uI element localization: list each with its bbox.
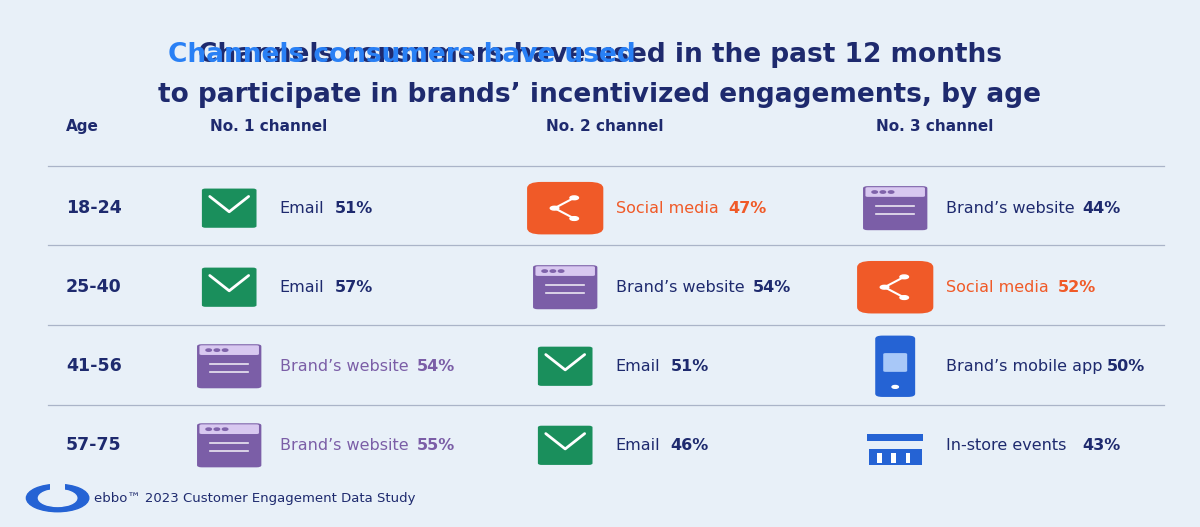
Circle shape	[551, 206, 559, 210]
Text: In-store events: In-store events	[946, 438, 1066, 453]
FancyBboxPatch shape	[199, 424, 259, 434]
FancyBboxPatch shape	[202, 189, 257, 228]
Text: 52%: 52%	[1058, 280, 1096, 295]
Text: Email: Email	[616, 438, 660, 453]
Text: 41-56: 41-56	[66, 357, 121, 375]
Text: Brand’s mobile app: Brand’s mobile app	[946, 359, 1102, 374]
Text: 55%: 55%	[416, 438, 455, 453]
Text: Email: Email	[280, 280, 324, 295]
Text: 50%: 50%	[1106, 359, 1145, 374]
Text: 54%: 54%	[752, 280, 791, 295]
Text: Brand’s website: Brand’s website	[946, 201, 1074, 216]
Text: Age: Age	[66, 119, 98, 134]
FancyBboxPatch shape	[857, 261, 934, 314]
Circle shape	[900, 275, 908, 279]
Text: 46%: 46%	[671, 438, 709, 453]
Text: to participate in brands’ incentivized engagements, by age: to participate in brands’ incentivized e…	[158, 82, 1042, 108]
FancyBboxPatch shape	[892, 453, 896, 463]
Text: 51%: 51%	[335, 201, 373, 216]
Circle shape	[222, 428, 228, 431]
Text: Channels consumers have used in the past 12 months: Channels consumers have used in the past…	[198, 42, 1002, 69]
Circle shape	[888, 191, 894, 193]
Text: Email: Email	[616, 359, 660, 374]
Circle shape	[570, 217, 578, 220]
FancyBboxPatch shape	[865, 187, 925, 197]
Text: 18-24: 18-24	[66, 199, 121, 217]
Circle shape	[872, 191, 877, 193]
FancyBboxPatch shape	[202, 268, 257, 307]
Circle shape	[570, 196, 578, 200]
Text: Brand’s website: Brand’s website	[616, 280, 744, 295]
Text: Channels consumers have used: Channels consumers have used	[168, 42, 635, 69]
Circle shape	[542, 270, 547, 272]
Circle shape	[222, 349, 228, 352]
Text: 25-40: 25-40	[66, 278, 121, 296]
Text: Social media: Social media	[946, 280, 1049, 295]
Circle shape	[892, 385, 899, 388]
FancyBboxPatch shape	[863, 186, 928, 230]
FancyBboxPatch shape	[906, 453, 911, 463]
Text: 57%: 57%	[335, 280, 373, 295]
Circle shape	[214, 349, 220, 352]
FancyBboxPatch shape	[875, 336, 916, 397]
FancyBboxPatch shape	[533, 265, 598, 309]
Text: ebbo™ 2023 Customer Engagement Data Study: ebbo™ 2023 Customer Engagement Data Stud…	[94, 492, 415, 504]
FancyBboxPatch shape	[197, 344, 262, 388]
FancyBboxPatch shape	[877, 453, 882, 463]
Text: No. 1 channel: No. 1 channel	[210, 119, 328, 134]
Text: No. 2 channel: No. 2 channel	[546, 119, 664, 134]
FancyBboxPatch shape	[535, 266, 595, 276]
Text: Brand’s website: Brand’s website	[280, 359, 408, 374]
FancyBboxPatch shape	[527, 182, 604, 235]
FancyBboxPatch shape	[50, 482, 65, 492]
Text: 47%: 47%	[728, 201, 766, 216]
FancyBboxPatch shape	[868, 434, 923, 441]
FancyBboxPatch shape	[538, 426, 593, 465]
FancyBboxPatch shape	[199, 345, 259, 355]
Circle shape	[550, 270, 556, 272]
FancyBboxPatch shape	[883, 353, 907, 372]
Text: 51%: 51%	[671, 359, 709, 374]
Text: 57-75: 57-75	[66, 436, 121, 454]
Text: 54%: 54%	[416, 359, 455, 374]
Circle shape	[26, 484, 89, 512]
FancyBboxPatch shape	[197, 423, 262, 467]
Text: No. 3 channel: No. 3 channel	[876, 119, 994, 134]
Circle shape	[881, 285, 889, 289]
Circle shape	[214, 428, 220, 431]
Text: Social media: Social media	[616, 201, 719, 216]
Circle shape	[900, 296, 908, 299]
FancyBboxPatch shape	[538, 347, 593, 386]
Text: 43%: 43%	[1082, 438, 1121, 453]
Circle shape	[206, 349, 211, 352]
Text: Email: Email	[280, 201, 324, 216]
Text: 44%: 44%	[1082, 201, 1121, 216]
FancyBboxPatch shape	[869, 449, 922, 465]
Circle shape	[206, 428, 211, 431]
Circle shape	[558, 270, 564, 272]
Circle shape	[38, 490, 77, 506]
Circle shape	[880, 191, 886, 193]
Text: Brand’s website: Brand’s website	[280, 438, 408, 453]
